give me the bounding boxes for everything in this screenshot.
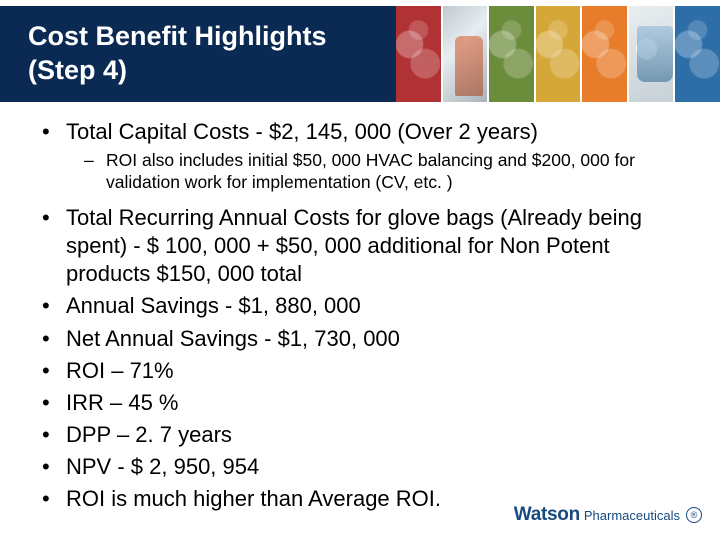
banner-tile-7: [675, 6, 720, 102]
bullet-item: ROI – 71%: [34, 357, 696, 385]
slide: Cost Benefit Highlights (Step 4) Total C…: [0, 0, 720, 540]
brand-main-text: Watson: [514, 504, 580, 526]
sub-bullet-text: ROI also includes initial $50, 000 HVAC …: [106, 150, 635, 192]
bullet-item: NPV - $ 2, 950, 954: [34, 453, 696, 481]
sub-bullet-list: ROI also includes initial $50, 000 HVAC …: [66, 150, 696, 194]
bullet-text: Net Annual Savings - $1, 730, 000: [66, 326, 400, 351]
bullet-text: Total Recurring Annual Costs for glove b…: [66, 205, 642, 286]
registered-icon: ®: [686, 507, 702, 523]
bullet-item: Total Recurring Annual Costs for glove b…: [34, 204, 696, 288]
bullet-item: DPP – 2. 7 years: [34, 421, 696, 449]
bullet-text: ROI – 71%: [66, 358, 174, 383]
bullet-item: Annual Savings - $1, 880, 000: [34, 292, 696, 320]
title-block: Cost Benefit Highlights (Step 4): [0, 6, 396, 102]
bullet-text: Total Capital Costs - $2, 145, 000 (Over…: [66, 119, 538, 144]
banner-strip: [396, 6, 720, 102]
bullet-text: Annual Savings - $1, 880, 000: [66, 293, 361, 318]
bullet-text: NPV - $ 2, 950, 954: [66, 454, 259, 479]
bullet-text: IRR – 45 %: [66, 390, 179, 415]
bullet-text: DPP – 2. 7 years: [66, 422, 232, 447]
slide-body: Total Capital Costs - $2, 145, 000 (Over…: [34, 118, 696, 517]
slide-title: Cost Benefit Highlights (Step 4): [28, 20, 376, 88]
header-band: Cost Benefit Highlights (Step 4): [0, 6, 720, 102]
banner-tile-6: [629, 6, 674, 102]
brand-logo: Watson Pharmaceuticals ®: [514, 504, 702, 526]
sub-bullet-item: ROI also includes initial $50, 000 HVAC …: [78, 150, 696, 194]
banner-tile-4: [536, 6, 581, 102]
bullet-list: Total Capital Costs - $2, 145, 000 (Over…: [34, 118, 696, 513]
banner-tile-3: [489, 6, 534, 102]
banner-tile-1: [396, 6, 441, 102]
banner-tile-2: [443, 6, 488, 102]
banner-tile-5: [582, 6, 627, 102]
bullet-item: IRR – 45 %: [34, 389, 696, 417]
bullet-text: ROI is much higher than Average ROI.: [66, 486, 441, 511]
bullet-item: Total Capital Costs - $2, 145, 000 (Over…: [34, 118, 696, 194]
bullet-item: Net Annual Savings - $1, 730, 000: [34, 325, 696, 353]
brand-sub-text: Pharmaceuticals: [584, 508, 680, 523]
